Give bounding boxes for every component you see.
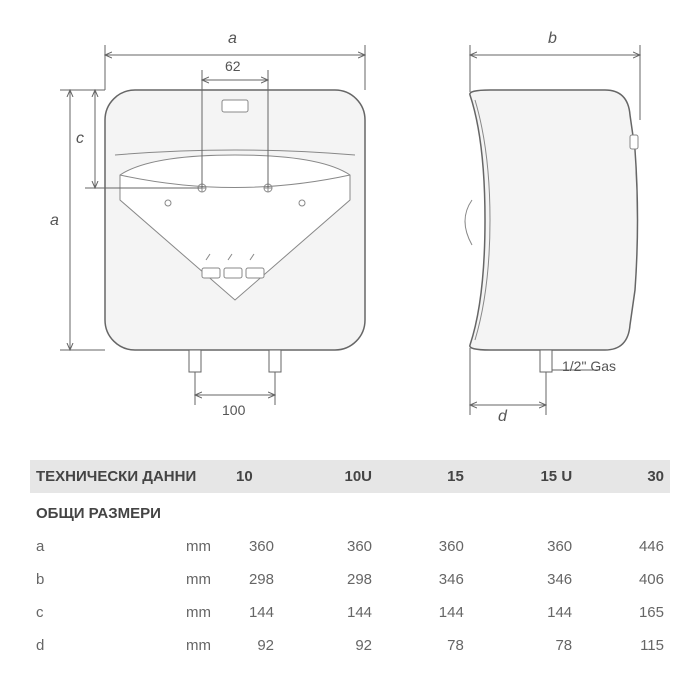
cell: 360 xyxy=(280,530,378,563)
col-1: 10U xyxy=(280,460,378,493)
col-0: 10 xyxy=(230,460,280,493)
spec-table: ТЕХНИЧЕСКИ ДАННИ 10 10U 15 15 U 30 ОБЩИ … xyxy=(30,460,670,662)
cell: 346 xyxy=(378,563,470,596)
cell: 360 xyxy=(470,530,578,563)
cell: 144 xyxy=(230,596,280,629)
cell: 144 xyxy=(280,596,378,629)
dim-d: d xyxy=(498,408,507,426)
cell: 78 xyxy=(378,629,470,662)
header-label: ТЕХНИЧЕСКИ ДАННИ xyxy=(30,460,230,493)
dim-a-top: a xyxy=(228,30,237,48)
cell: 78 xyxy=(470,629,578,662)
table-row: d mm 92 92 78 78 115 xyxy=(30,629,670,662)
section-label: ОБЩИ РАЗМЕРИ xyxy=(30,493,670,530)
cell: 92 xyxy=(280,629,378,662)
cell: 360 xyxy=(230,530,280,563)
row-unit: mm xyxy=(180,530,230,563)
col-3: 15 U xyxy=(470,460,578,493)
col-2: 15 xyxy=(378,460,470,493)
row-unit: mm xyxy=(180,596,230,629)
dim-a-left: a xyxy=(50,212,59,230)
row-key: c xyxy=(30,596,180,629)
cell: 298 xyxy=(230,563,280,596)
cell: 360 xyxy=(378,530,470,563)
dim-gas: 1/2" Gas xyxy=(562,358,616,374)
cell: 144 xyxy=(378,596,470,629)
table-row: b mm 298 298 346 346 406 xyxy=(30,563,670,596)
cell: 346 xyxy=(470,563,578,596)
dim-100: 100 xyxy=(222,402,245,418)
row-unit: mm xyxy=(180,563,230,596)
row-unit: mm xyxy=(180,629,230,662)
row-key: a xyxy=(30,530,180,563)
technical-diagram: a 62 a c 100 b d 1/2" Gas xyxy=(0,0,700,440)
table-header-row: ТЕХНИЧЕСКИ ДАННИ 10 10U 15 15 U 30 xyxy=(30,460,670,493)
table-row: a mm 360 360 360 360 446 xyxy=(30,530,670,563)
row-key: b xyxy=(30,563,180,596)
dim-c: c xyxy=(76,130,84,148)
row-key: d xyxy=(30,629,180,662)
cell: 115 xyxy=(578,629,670,662)
cell: 298 xyxy=(280,563,378,596)
cell: 92 xyxy=(230,629,280,662)
col-4: 30 xyxy=(578,460,670,493)
cell: 165 xyxy=(578,596,670,629)
dim-62: 62 xyxy=(225,58,241,74)
cell: 144 xyxy=(470,596,578,629)
table-row: c mm 144 144 144 144 165 xyxy=(30,596,670,629)
cell: 446 xyxy=(578,530,670,563)
dim-b: b xyxy=(548,30,557,48)
cell: 406 xyxy=(578,563,670,596)
diagram-svg xyxy=(0,0,700,440)
section-row: ОБЩИ РАЗМЕРИ xyxy=(30,493,670,530)
